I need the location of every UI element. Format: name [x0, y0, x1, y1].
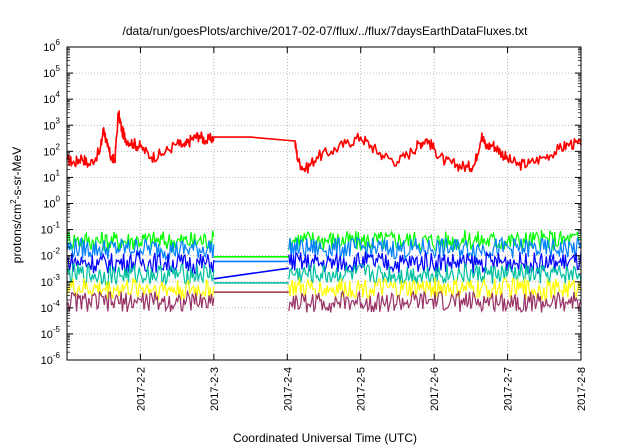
y-tick-label: 10-3: [41, 273, 61, 289]
plot-frame: [66, 46, 582, 361]
series-band-segment: [288, 235, 582, 261]
grid-lines: [67, 47, 581, 360]
series-band: [66, 229, 582, 258]
y-tick-label: 103: [43, 116, 60, 132]
x-tick-label: 2017-2-8: [576, 367, 588, 411]
y-axis-label: protons/cm2-s-sr-MeV: [9, 147, 24, 263]
x-tick-label: 2017-2-4: [282, 367, 294, 411]
series-line-red: [66, 110, 582, 174]
y-axis-label-sup: 2: [9, 199, 18, 204]
series-band-segment: [66, 277, 215, 301]
series-band: [66, 235, 582, 263]
data-series: [66, 110, 582, 313]
chart-title: /data/run/goesPlots/archive/2017-02-07/f…: [123, 24, 529, 38]
series-band-segment: [288, 277, 582, 302]
series-band-segment: [288, 229, 582, 252]
x-axis-label: Coordinated Universal Time (UTC): [233, 431, 417, 445]
y-tick-label: 10-6: [41, 351, 61, 367]
x-tick-label: 2017-2-2: [135, 367, 147, 411]
y-axis-label-rest: -s-sr-MeV: [10, 147, 24, 200]
y-tick-label: 100: [43, 195, 60, 211]
series-band-segment: [66, 230, 215, 252]
x-tick-label: 2017-2-5: [356, 367, 368, 411]
y-tick-label: 10-1: [41, 221, 61, 237]
y-tick-label: 102: [43, 142, 60, 158]
x-tick-labels: 2017-2-2 2017-2-3 2017-2-4 2017-2-5 2017-2-6…: [135, 367, 588, 411]
axis-ticks: [67, 46, 582, 361]
series-band-segment: [66, 249, 215, 276]
y-tick-label: 106: [43, 38, 60, 54]
y-tick-labels: 10-6 10-5 10-4 10-3 10-2 10-1 100 101 102 103 104 1…: [41, 38, 61, 367]
series-band: [66, 289, 582, 313]
x-tick-label: 2017-2-3: [209, 367, 221, 411]
y-tick-label: 10-2: [41, 247, 61, 263]
y-tick-label: 10-4: [41, 299, 61, 315]
series-band: [66, 277, 582, 302]
series-gap-line: [213, 267, 289, 280]
x-tick-label: 2017-2-7: [503, 367, 515, 411]
y-tick-label: 105: [43, 64, 60, 80]
y-axis-label-base: protons/cm: [10, 204, 24, 263]
y-tick-label: 101: [43, 168, 60, 184]
series-band-segment: [66, 236, 215, 262]
series-band-segment: [288, 290, 582, 313]
y-tick-label: 104: [43, 90, 60, 106]
x-tick-label: 2017-2-6: [429, 367, 441, 411]
y-tick-label: 10-5: [41, 325, 61, 341]
series-band-segment: [66, 289, 215, 313]
